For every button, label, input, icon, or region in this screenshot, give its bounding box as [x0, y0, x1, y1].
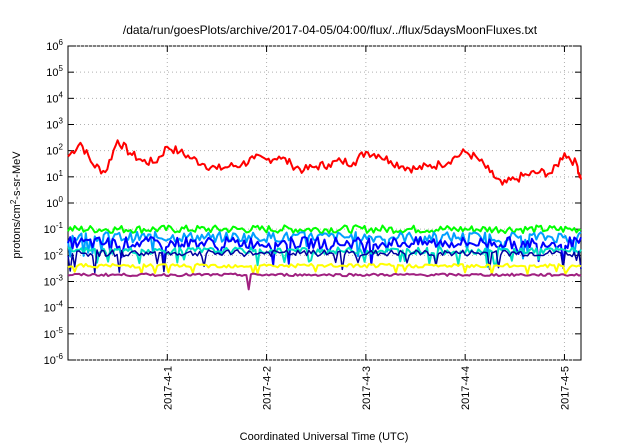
series-line	[67, 272, 582, 291]
x-tick-label: 2017-4-3	[361, 366, 373, 410]
y-tick-label: 10-1	[44, 221, 64, 236]
y-tick-label: 106	[46, 38, 63, 53]
series-line	[67, 236, 582, 267]
y-axis-ticks: 10-6 10-5 10-4 10-3 10-2 10-1 100 101 102 103 104 1…	[44, 38, 581, 367]
series-line	[67, 139, 582, 186]
y-tick-label: 10-2	[44, 247, 64, 262]
x-tick-label: 2017-4-5	[559, 366, 571, 410]
y-tick-label: 10-3	[44, 274, 64, 289]
y-tick-label: 10-6	[44, 352, 64, 367]
grid	[68, 45, 581, 361]
y-tick-label: 105	[46, 64, 63, 79]
y-tick-label: 10-4	[44, 300, 64, 315]
series-line	[67, 249, 582, 274]
series-line	[67, 246, 582, 268]
x-axis-label: Coordinated Universal Time (UTC)	[240, 431, 409, 443]
x-axis-ticks: 2017-4-1 2017-4-2 2017-4-3 2017-4-4 2017-4-5	[162, 46, 571, 410]
y-tick-label: 10-5	[44, 326, 64, 341]
x-tick-label: 2017-4-1	[162, 366, 174, 410]
plot-area: 10-6 10-5 10-4 10-3 10-2 10-1 100 101 102 103 104 1…	[44, 38, 582, 410]
chart-title: /data/run/goesPlots/archive/2017-04-05/0…	[123, 23, 538, 37]
y-tick-label: 102	[46, 143, 63, 158]
series-group	[67, 139, 582, 291]
x-tick-label: 2017-4-2	[262, 366, 274, 410]
x-tick-label: 2017-4-4	[460, 366, 472, 410]
y-tick-label: 100	[46, 195, 63, 210]
y-axis-label: protons/cm2-s-sr-MeV	[9, 151, 23, 259]
y-tick-label: 103	[46, 117, 63, 132]
series-line	[67, 224, 582, 235]
y-tick-label: 104	[46, 90, 63, 105]
series-line	[67, 230, 582, 260]
y-tick-label: 101	[46, 169, 63, 184]
series-line	[67, 262, 582, 276]
